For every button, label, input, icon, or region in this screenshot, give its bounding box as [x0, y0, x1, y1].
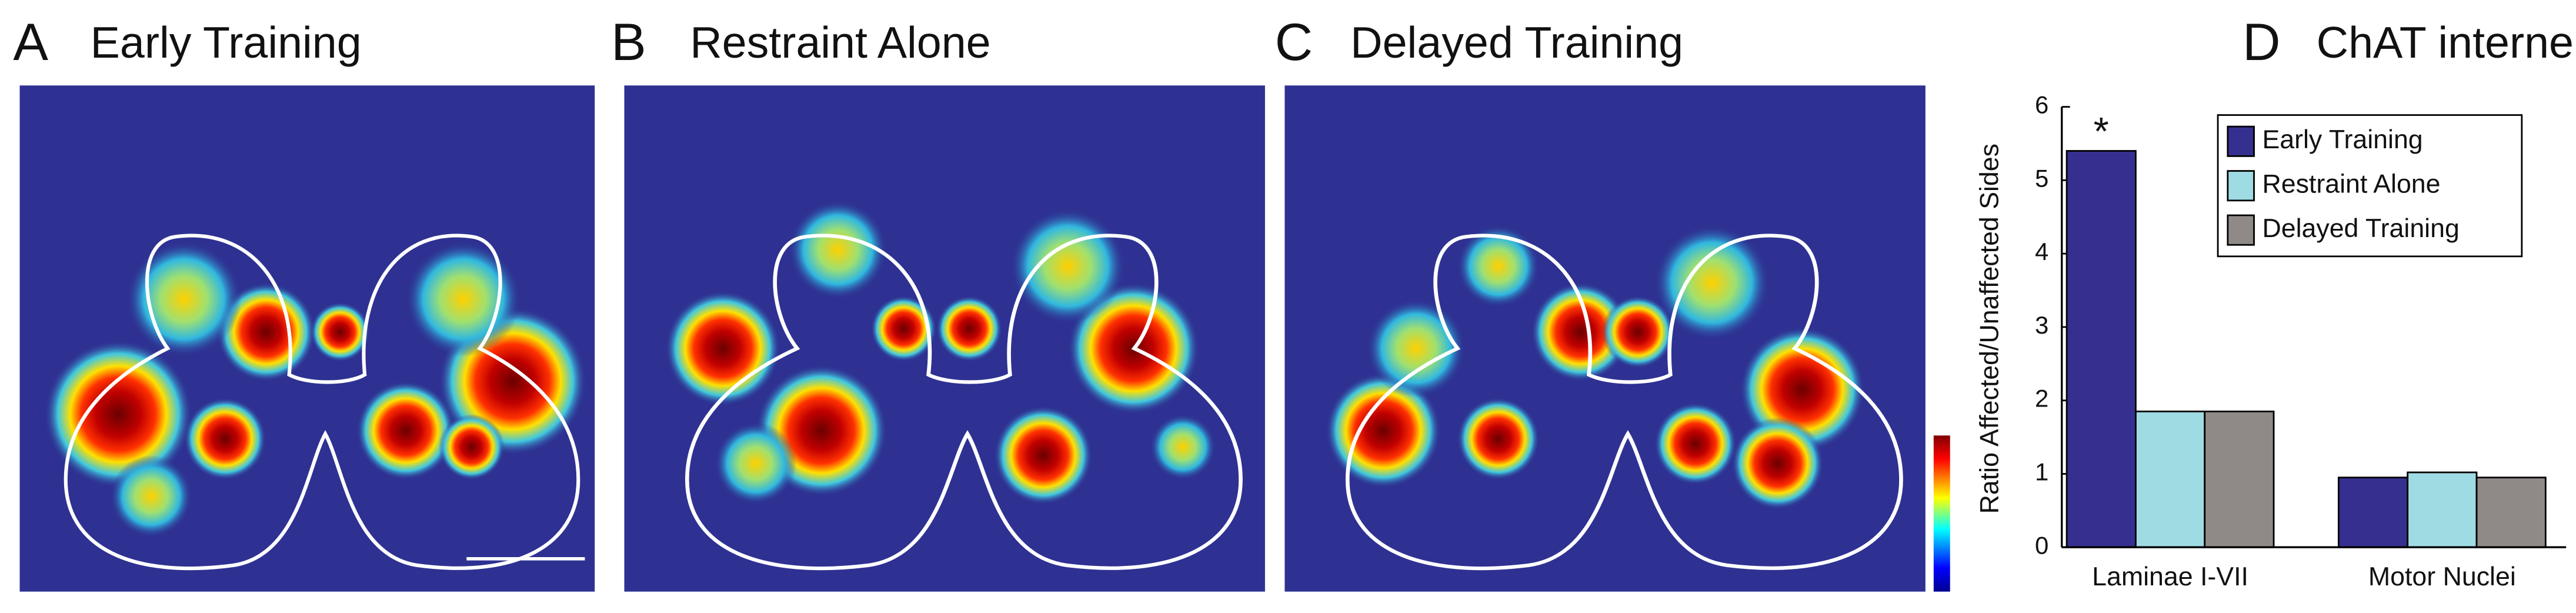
y-tick-label: 3	[2035, 311, 2048, 339]
legend-label: Restraint Alone	[2262, 170, 2440, 199]
bar	[2337, 477, 2409, 548]
legend-swatch	[2227, 125, 2255, 157]
x-tick-label: Laminae I-VII	[2092, 562, 2248, 591]
panel-title: Early Training	[91, 18, 362, 67]
chart-title: ChAT interneurons	[2317, 18, 2576, 67]
y-tick-label: 0	[2035, 531, 2048, 559]
bar-chart: 0 1 2 3 4 5 6 Laminae I-VII * Motor Nuclei Early T…	[2035, 91, 2567, 591]
bar	[2134, 411, 2206, 548]
heatmap	[1284, 85, 1926, 592]
legend-swatch	[2227, 214, 2255, 246]
legend-label: Delayed Training	[2262, 214, 2459, 243]
colorbar	[1933, 435, 1950, 592]
y-tick-label: 4	[2035, 238, 2048, 265]
legend-label: Early Training	[2262, 125, 2422, 154]
heatmap	[624, 85, 1265, 592]
y-tick-label: 1	[2035, 458, 2048, 486]
legend-swatch	[2227, 170, 2255, 202]
legend-box	[2217, 114, 2523, 258]
panel-letter: C	[1275, 12, 1313, 71]
panel-letter: D	[2243, 12, 2281, 71]
panel-title: Delayed Training	[1350, 18, 1683, 67]
panel-letter: A	[13, 12, 48, 71]
y-tick-label: 6	[2035, 91, 2048, 119]
bar	[2475, 477, 2547, 548]
bar	[2407, 471, 2478, 548]
panel-title: Restraint Alone	[690, 18, 990, 67]
x-tick-label: Motor Nuclei	[2368, 562, 2516, 591]
heatmap	[19, 85, 595, 592]
annotation: *	[2094, 109, 2109, 154]
y-tick-label: 2	[2035, 385, 2048, 412]
panel-letter: B	[611, 12, 646, 71]
bar	[2066, 150, 2137, 548]
bar	[2204, 411, 2275, 548]
y-tick-label: 5	[2035, 164, 2048, 192]
y-axis-label: Ratio Affected/Unaffected Sides	[1975, 144, 2004, 514]
